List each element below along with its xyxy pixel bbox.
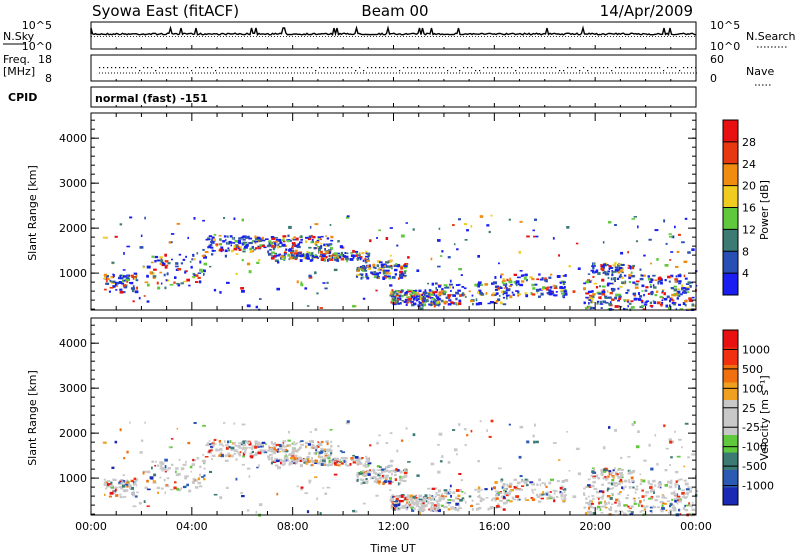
nave-label: Nave [746,65,774,78]
nsky-panel: 10^5 10^0 N.Sky 10^5 10^0 N.Search [3,19,796,53]
x-tick-label: 00:00 [75,520,107,533]
y-tick-label: 2000 [59,222,87,235]
cpid-label: CPID [8,91,37,104]
nsearch-tick-high: 10^5 [710,19,740,32]
colorbar-tick-label: -100 [742,441,767,454]
y-tick-label: 4000 [59,337,87,350]
power-panel: 1000 2000 3000 4000 Slant Range [km] [26,45,698,312]
y-tick-label: 3000 [59,382,87,395]
y-tick-label: 1000 [59,472,87,485]
colorbar-tick-label: -25 [742,421,760,434]
velocity-data-layer [102,419,699,517]
x-tick-label: 04:00 [176,520,208,533]
colorbar-tick-label: 100 [742,382,763,395]
date-title: 14/Apr/2009 [600,2,693,20]
y-tick-label: 4000 [59,132,87,145]
colorbar-tick-label: 4 [742,267,749,280]
y-tick-label: 2000 [59,427,87,440]
nsearch-tick-low: 10^0 [710,40,740,53]
cpid-row: CPID normal (fast) -151 [8,86,697,108]
x-tick-label: 08:00 [277,520,309,533]
colorbar-tick-label: 8 [742,245,749,258]
x-tick-label: 00:00 [680,520,712,533]
nave-tick-high: 60 [710,53,724,66]
power-colorbar-label: Power [dB] [758,180,771,240]
colorbar-tick-label: 12 [742,223,756,236]
freq-tick-high: 18 [38,53,52,66]
station-title: Syowa East (fitACF) [92,2,239,20]
colorbar-tick-label: 28 [742,136,756,149]
colorbar-tick-label: 25 [742,402,756,415]
velocity-panel: 1000 2000 3000 4000 00:00 04:00 08:00 12:00 16:0… [26,317,712,555]
y-tick-label: 3000 [59,177,87,190]
freq-label: Freq. [3,53,30,66]
freq-unit-label: [MHz] [3,65,35,78]
cpid-value: normal (fast) -151 [95,92,208,105]
velocity-ylabel: Slant Range [km] [26,370,39,466]
nave-tick-low: 0 [710,72,717,85]
velocity-colorbar-label: Velocity [m s⁻¹] [758,375,771,460]
nsky-tick-low: 10^0 [22,40,52,53]
nsearch-label: N.Search [746,30,796,43]
colorbar-tick-label: 16 [742,202,756,215]
beam-title: Beam 00 [361,2,428,20]
colorbar-tick-label: 20 [742,180,756,193]
colorbar-tick-label: 24 [742,158,756,171]
colorbar-tick-label: -1000 [742,480,774,493]
y-tick-label: 1000 [59,267,87,280]
power-ylabel: Slant Range [km] [26,165,39,261]
colorbar-tick-label: 1000 [742,343,770,356]
colorbar-tick-label: 500 [742,363,763,376]
x-tick-label: 16:00 [478,520,510,533]
power-colorbar: 4 8 12 16 20 24 28 Power [dB] [722,119,771,296]
velocity-colorbar: 1000 500 100 25 -25 -100 -500 -1000 Velocity [m… [722,329,774,506]
colorbar-tick-label: -500 [742,460,767,473]
freq-tick-low: 8 [45,72,52,85]
x-tick-label: 12:00 [378,520,410,533]
freq-panel: 18 8 Freq. [MHz] 60 0 Nave [3,53,774,86]
nsky-tick-high: 10^5 [22,19,52,32]
x-tick-label: 20:00 [579,520,611,533]
nsky-label: N.Sky [3,30,35,43]
power-data-layer [102,214,698,312]
time-axis-label: Time UT [369,542,415,554]
